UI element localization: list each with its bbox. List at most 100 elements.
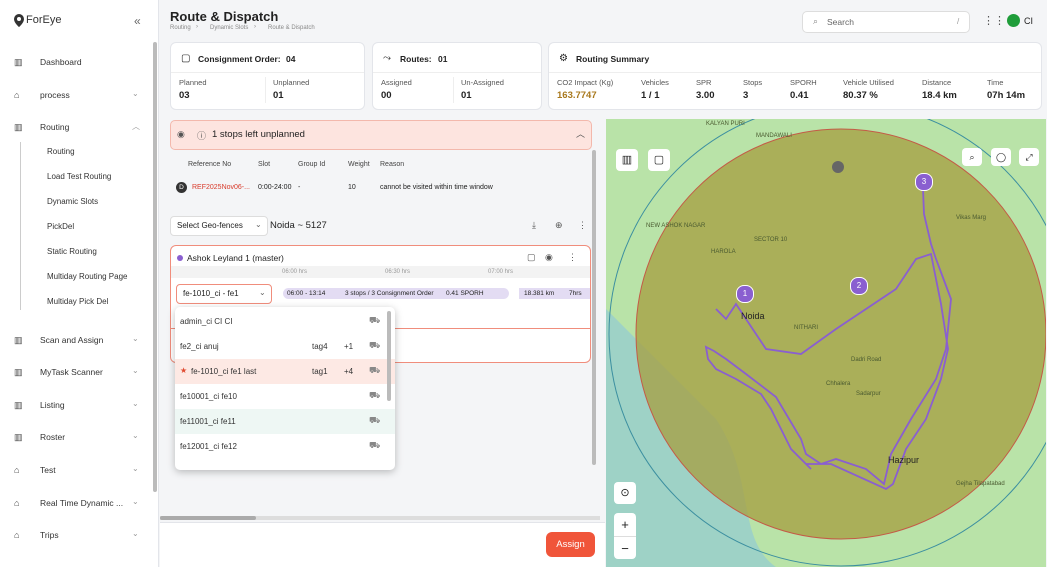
vehicle-icon: ⛟: [369, 440, 381, 450]
map-lasso-btn[interactable]: ◯: [991, 148, 1011, 166]
nav-item[interactable]: Scan and Assign: [40, 335, 104, 345]
nav-subitem[interactable]: Multiday Routing Page: [47, 272, 128, 281]
nav-subitem[interactable]: Multiday Pick Del: [47, 297, 109, 306]
column-header: Reason: [380, 161, 405, 168]
logo-icon: [14, 14, 24, 27]
select-text: Select Geo-fences: [177, 221, 243, 230]
nav-subitem[interactable]: Dynamic Slots: [47, 197, 99, 206]
locate-btn[interactable]: ⊙: [614, 482, 636, 504]
map[interactable]: KALYAN PURI MANDAWALI NEW ASHOK NAGAR SECTO…: [606, 119, 1046, 567]
apps-icon[interactable]: ⋮⋮: [983, 15, 1005, 27]
nav-icon: ▥: [14, 400, 23, 410]
driver-name: fe2_ci anuj: [180, 342, 219, 351]
cell: cannot be visited within time window: [380, 184, 493, 191]
chevron: ⌄: [132, 529, 139, 538]
route-stop-marker: 1: [736, 285, 754, 303]
target-icon[interactable]: ⊕: [555, 220, 563, 230]
assign-button[interactable]: Assign: [546, 532, 595, 557]
driver-name: admin_ci CI CI: [180, 317, 233, 326]
dropdown-item[interactable]: fe11001_ci fe11 ⛟: [175, 409, 395, 434]
map-3d-btn[interactable]: ▢: [648, 149, 670, 171]
user: CI: [1024, 16, 1033, 26]
search-box[interactable]: ⌕ Search /: [802, 11, 970, 33]
more-icon[interactable]: ⋮: [578, 220, 587, 230]
stat-value: 163.7747: [557, 90, 597, 101]
cell: REF2025Nov06-...: [192, 184, 250, 191]
driver-select[interactable]: fe-1010_ci - fe1 ⌄: [176, 284, 272, 304]
geofence-select[interactable]: Select Geo-fences ⌄: [170, 216, 268, 236]
column-header: Slot: [258, 161, 271, 168]
nav-item[interactable]: Trips: [40, 530, 59, 540]
download-icon[interactable]: ⤓: [532, 220, 536, 230]
nav-icon: ⌂: [14, 465, 20, 475]
column-header: Weight: [348, 161, 370, 168]
stat-label: Vehicles: [641, 78, 669, 87]
chevron: ⌄: [132, 89, 139, 98]
breadcrumb[interactable]: Dynamic Slots: [210, 25, 249, 31]
chip: 7hrs: [569, 290, 582, 297]
stat-label: CO2 Impact (Kg): [557, 78, 614, 87]
banner-title: 1 stops left unplanned: [212, 129, 305, 140]
vehicle-icon: ⛟: [369, 340, 381, 350]
card-count: 04: [286, 54, 296, 64]
stat-value: 0.41: [790, 90, 809, 101]
summary-card: ⚙ Routing Summary CO2 Impact (Kg) 163.774…: [548, 42, 1042, 110]
zoom-in[interactable]: +: [621, 517, 629, 532]
nav-item[interactable]: Dashboard: [40, 57, 82, 67]
map-label: NITHARI: [794, 325, 818, 331]
avatar[interactable]: [1007, 14, 1020, 27]
stat-value: 07h 14m: [987, 90, 1026, 101]
stat-label: Planned: [179, 78, 207, 87]
nav-subitem[interactable]: Routing: [47, 147, 75, 156]
nav-icon: ⌂: [14, 498, 20, 508]
collapse[interactable]: «: [134, 14, 141, 28]
nav-icon: ▥: [14, 335, 23, 345]
nav-item[interactable]: Test: [40, 465, 56, 475]
driver-name: fe10001_ci fe10: [180, 392, 237, 401]
tag: tag1: [312, 367, 328, 376]
shortcut: /: [957, 17, 960, 26]
breadcrumb[interactable]: Route & Dispatch: [268, 25, 315, 31]
breadcrumb[interactable]: Routing: [170, 25, 191, 31]
nav-item[interactable]: MyTask Scanner: [40, 367, 103, 377]
cell: 0:00-24:00: [258, 184, 292, 191]
timeline-tick: 06:30 hrs: [385, 269, 411, 275]
map-label: Sadarpur: [856, 391, 881, 397]
nav-item[interactable]: process: [40, 90, 70, 100]
nav-subitem[interactable]: Static Routing: [47, 247, 97, 256]
consignment-card: ▢ Consignment Order: 04 Planned 03 Unpla…: [170, 42, 365, 110]
dropdown-item[interactable]: admin_ci CI CI ⛟: [175, 309, 395, 334]
stat-value: 18.4 km: [922, 90, 957, 101]
nav-subitem[interactable]: Load Test Routing: [47, 172, 112, 181]
chip: 0.41 SPORH: [446, 290, 484, 297]
nav-item[interactable]: Listing: [40, 400, 65, 410]
nav-icon: ⌂: [14, 90, 20, 100]
map-fullscreen-btn[interactable]: ⤢: [1019, 148, 1039, 166]
nav-item[interactable]: Routing: [40, 122, 70, 132]
dropdown-item[interactable]: ★ fe-1010_ci fe1 last tag1 +4 ⛟: [175, 359, 395, 384]
unplanned-banner[interactable]: ◉ ⓘ 1 stops left unplanned ︿: [170, 120, 592, 150]
sidebar: ForEye « ▥ Dashboard ⌂ process ⌄ ▥ Routing ︿ Rou…: [0, 0, 159, 567]
stat-label: Vehicle Utilised: [843, 78, 894, 87]
map-layer-btn[interactable]: ▥: [616, 149, 638, 171]
driver-name: fe12001_ci fe12: [180, 442, 237, 451]
map-search-btn[interactable]: ⌕: [962, 148, 982, 166]
timeline-tick: 06:00 hrs: [282, 269, 308, 275]
stat-label: Assigned: [381, 78, 412, 87]
nav-subitem[interactable]: PickDel: [47, 222, 75, 231]
stat-label: Distance: [922, 78, 952, 87]
dropdown-item[interactable]: fe2_ci anuj tag4 +1 ⛟: [175, 334, 395, 359]
nav-item[interactable]: Roster: [40, 432, 66, 442]
chevron: ⌄: [132, 399, 139, 408]
logo: ForEye: [26, 14, 62, 26]
nav-item[interactable]: Real Time Dynamic ...: [40, 498, 124, 508]
zoom-out[interactable]: −: [614, 536, 636, 560]
card-title: Routing Summary: [576, 54, 650, 64]
vehicle-icon: ⛟: [369, 365, 381, 375]
dropdown-item[interactable]: fe10001_ci fe10 ⛟: [175, 384, 395, 409]
vehicle-name: Ashok Leyland 1 (master): [187, 253, 284, 263]
column-header: Reference No: [188, 161, 232, 168]
map-label: Vikas Marg: [956, 215, 986, 221]
dropdown-item[interactable]: fe12001_ci fe12 ⛟: [175, 434, 395, 459]
map-label: Gejha Tilapatabad: [956, 481, 1005, 487]
